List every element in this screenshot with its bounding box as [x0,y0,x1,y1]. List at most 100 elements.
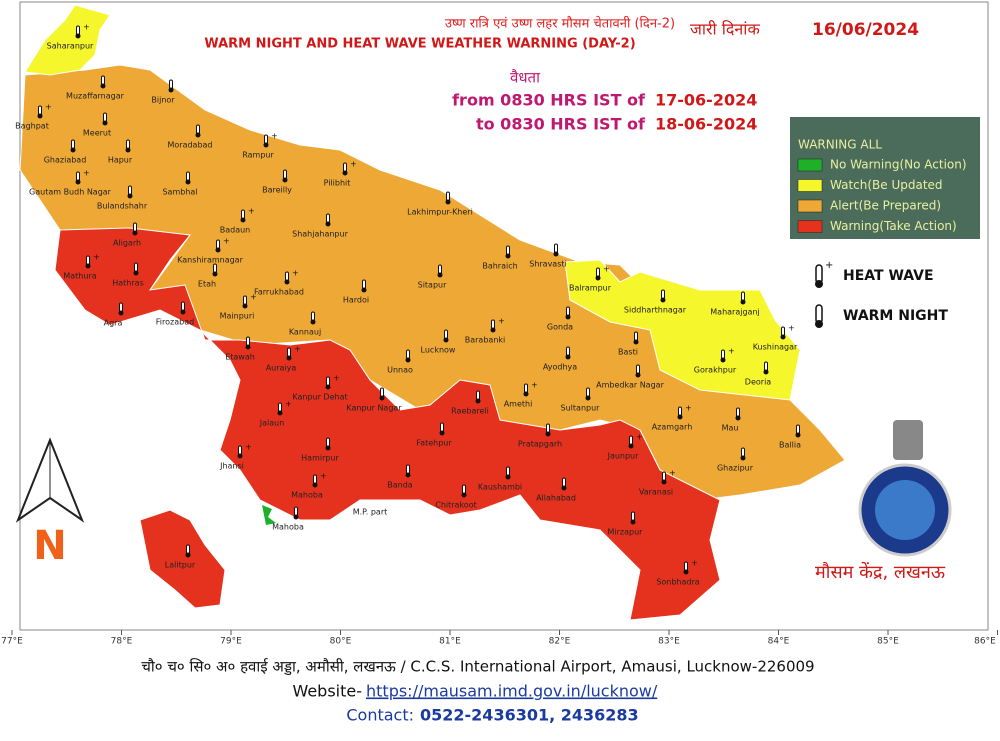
plus-sign: + [825,260,833,271]
district-label: Etah [198,280,216,289]
from-label: from 0830 HRS IST of [452,91,646,110]
map-frame [19,1,989,631]
district-label: Gautam Budh Nagar [29,188,112,197]
plus-sign: + [83,23,90,32]
district-label: Etawah [225,353,255,362]
thermometer-bulb [277,410,283,416]
district-label: Gorakhpur [694,366,737,375]
thermometer-bulb [740,299,746,305]
thermometer-bulb [263,142,269,148]
thermometer-bulb [490,327,496,333]
district-label: Jhansi [219,462,244,471]
district-label: Kanshiramnagar [177,256,243,265]
district-label: Mau [722,424,739,433]
thermometer-bulb [439,430,445,436]
thermometer-bulb [242,303,248,309]
thermometer-bulb [361,287,367,293]
thermometer-bulb [565,314,571,320]
plus-sign: + [636,433,643,442]
district-label: Bareilly [262,186,292,195]
thermometer-bulb [325,384,331,390]
district-label: Gonda [547,323,573,332]
longitude-label: 79°E [220,637,242,647]
logo-inner [875,480,935,540]
plus-sign: + [603,265,610,274]
thermometer-bulb [168,87,174,93]
district-label: Lakhimpur-Kheri [407,208,473,217]
district-label: Sultanpur [561,404,601,413]
district-label: Shravasti [529,260,567,269]
district-label: Bulandshahr [97,202,148,211]
district-label: Maharajganj [710,308,759,317]
footer-address: चौ० च० सि० अ० हवाई अड्डा, अमौसी, लखनऊ / … [141,658,814,676]
thermometer-bulb [677,414,683,420]
region-yellow-nw [24,4,111,76]
to-label: to 0830 HRS IST of [476,115,646,134]
title: WARM NIGHT AND HEAT WAVE WEATHER WARNING… [204,37,635,52]
thermometer-bulb [505,474,511,480]
symbol-icon [815,304,823,328]
plus-sign: + [669,469,676,478]
legend-label: Alert(Be Prepared) [830,199,941,213]
plus-sign: + [271,132,278,141]
longitude-label: 84°E [768,637,790,647]
thermometer-bulb [565,354,571,360]
thermometer-bulb [312,482,318,488]
district-label: Kushinagar [753,343,798,352]
district-label: Bijnor [151,96,175,105]
district-label: Moradabad [167,141,212,150]
district-label: Firozabad [156,318,194,327]
district-label: Sitapur [418,281,447,290]
thermometer-bulb [70,147,76,153]
district-label: Agra [104,319,123,328]
plus-sign: + [320,472,327,481]
district-label: Kaushambi [478,483,522,492]
district-label: Banda [387,481,413,490]
legend-swatch [797,199,823,213]
district-label: Mathura [63,272,96,281]
thermometer-bulb [635,372,641,378]
thermometer-bulb [595,275,601,281]
longitude-label: 78°E [111,637,133,647]
thermometer-bulb [660,297,666,303]
district-labels: + Saharanpur Muzaffarnagar Bijnor + Baghpat Me… [15,23,801,587]
plus-sign: + [333,374,340,383]
district-label: Baghpat [15,122,49,131]
thermometer-bulb [628,443,634,449]
district-label: Rampur [242,151,274,160]
plus-sign: + [93,253,100,262]
longitude-label: 86°E [974,637,996,647]
thermometer-bulb [405,357,411,363]
thermometer-bulb [445,199,451,205]
district-label: Auraiya [266,364,297,373]
thermometer-bulb [293,514,299,520]
contact-label: Contact: [346,706,414,725]
region-red-lalitpur [139,509,226,609]
district-label: Balrampur [569,284,612,293]
website-label: Website- [292,682,362,701]
from-date: 17-06-2024 [655,91,757,110]
legend-title: WARNING ALL [798,138,882,152]
office-name: मौसम केंद्र, लखनऊ [815,561,946,583]
district-label: Deoria [745,378,771,387]
plus-sign: + [691,559,698,568]
website-link[interactable]: https://mausam.imd.gov.in/lucknow/ [366,682,658,701]
issued-date: 16/06/2024 [812,20,919,40]
thermometer-bulb [212,271,218,277]
thermometer-bulb [342,170,348,176]
imd-logo [858,420,952,557]
district-label: Kanpur Dehat [292,393,347,402]
thermometer-bulb [132,230,138,236]
district-label: Mahoba [291,491,323,500]
thermometer-bulb [735,415,741,421]
thermometer-bulb [37,113,43,119]
symbol-legend: + HEAT WAVE WARM NIGHT [815,260,948,328]
symbol-label: WARM NIGHT [843,308,948,324]
thermometer-bulb [310,319,316,325]
plus-sign: + [294,345,301,354]
legend-label: No Warning(No Action) [830,158,967,172]
plus-sign: + [531,381,538,390]
thermometer-bulb [379,395,385,401]
district-label: Hamirpur [301,454,339,463]
longitude-label: 81°E [439,637,461,647]
